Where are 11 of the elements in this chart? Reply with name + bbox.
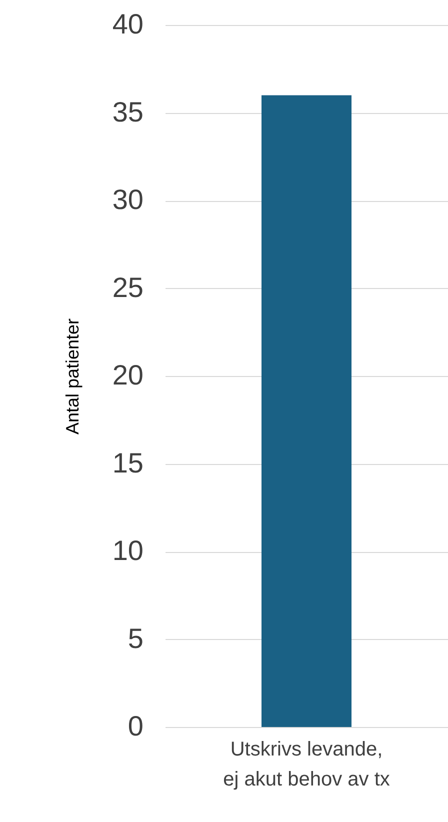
y-tick-label: 10	[112, 535, 144, 566]
y-tick-label: 35	[112, 96, 144, 128]
y-tick-label: 15	[112, 447, 144, 478]
y-tick-label: 25	[112, 272, 144, 303]
x-tick-label: Utskrivs levande, ej akut behov av tx	[223, 738, 390, 790]
y-tick-label: 30	[112, 184, 144, 215]
y-tick-label: 20	[112, 360, 144, 390]
y-tick-label: 0	[128, 710, 144, 742]
y-axis-title: Antal patienter	[62, 318, 82, 435]
y-tick-label: 40	[112, 8, 144, 40]
y-tick-label: 5	[128, 622, 144, 654]
